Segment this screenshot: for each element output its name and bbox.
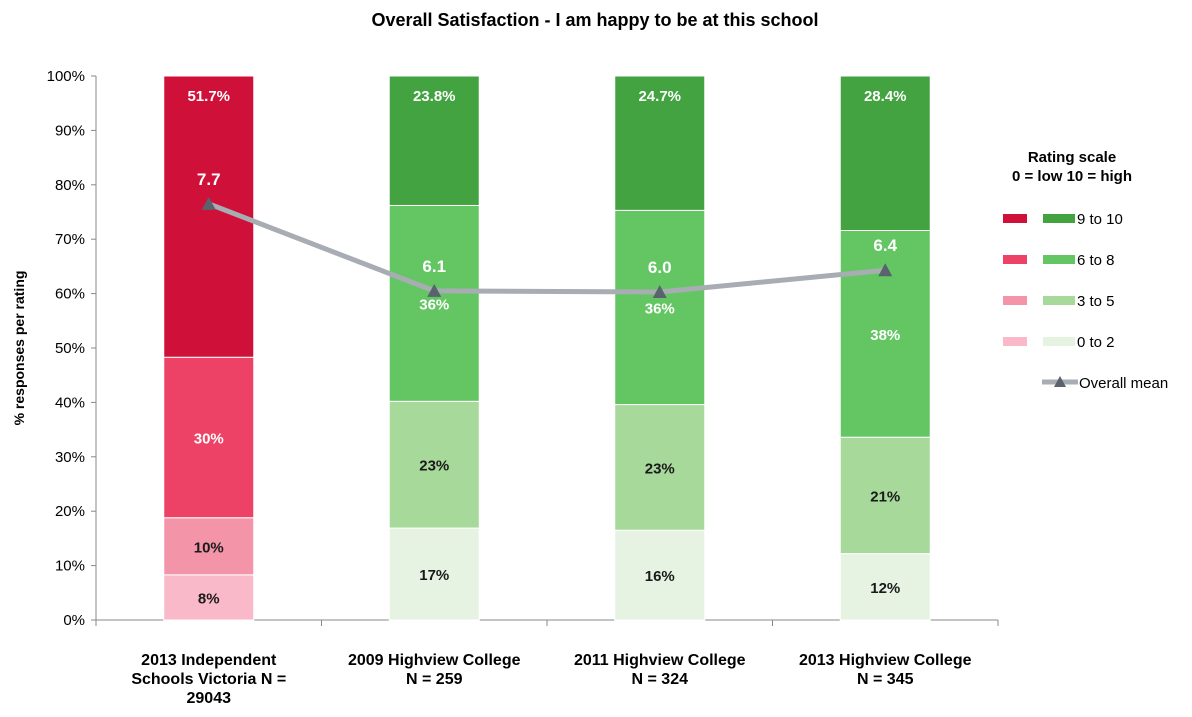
mean-marker xyxy=(427,283,442,297)
data-label: 12% xyxy=(870,580,900,597)
legend-label: 9 to 10 xyxy=(1077,211,1123,228)
legend-label: 6 to 8 xyxy=(1077,252,1115,269)
y-tick-label: 80% xyxy=(55,177,85,194)
data-label: 36% xyxy=(645,300,675,317)
y-tick-label: 20% xyxy=(55,503,85,520)
data-label: 23% xyxy=(419,458,449,475)
mean-marker xyxy=(878,263,893,277)
legend-mean-marker xyxy=(1054,376,1066,387)
data-label: 10% xyxy=(194,539,224,556)
bar-segment xyxy=(839,553,931,621)
legend-mean-label: Overall mean xyxy=(1079,375,1168,392)
data-label: 23.8% xyxy=(413,88,456,105)
bar-segment xyxy=(839,436,931,555)
y-tick-label: 70% xyxy=(55,231,85,248)
data-label: 16% xyxy=(645,568,675,585)
y-tick-label: 40% xyxy=(55,394,85,411)
x-axis-labels: 2013 Independent Schools Victoria N = 2904… xyxy=(131,652,971,707)
data-label: 51.7% xyxy=(187,88,230,105)
bar-segment xyxy=(614,529,706,621)
legend-title: 0 = low 10 = high xyxy=(1012,168,1132,185)
bar-segment xyxy=(163,574,255,621)
x-category-label: Schools Victoria N = xyxy=(131,671,286,688)
bar-segment xyxy=(163,517,255,576)
legend-swatch-red xyxy=(1003,296,1027,305)
legend-label: 0 to 2 xyxy=(1077,334,1115,351)
y-tick-label: 50% xyxy=(55,340,85,357)
legend-title: Rating scale xyxy=(1028,149,1116,166)
legend-label: 3 to 5 xyxy=(1077,293,1115,310)
data-label: 24.7% xyxy=(638,88,681,105)
legend: Rating scale 0 = low 10 = high 9 to 10 6 to… xyxy=(1003,149,1168,392)
y-axis-title: % responses per rating xyxy=(11,271,27,426)
bar-segment xyxy=(163,356,255,519)
bar-segment xyxy=(388,400,480,529)
y-tick-label: 10% xyxy=(55,558,85,575)
data-label: 8% xyxy=(198,590,220,607)
x-category-label: N = 259 xyxy=(406,671,463,688)
y-tick-label: 30% xyxy=(55,449,85,466)
mean-label: 7.7 xyxy=(197,170,221,189)
mean-label: 6.1 xyxy=(422,257,446,276)
bar-segment xyxy=(388,75,480,206)
x-category-label: 2013 Independent xyxy=(141,652,277,669)
mean-line-group: 7.7 6.1 6.0 6.4 xyxy=(197,170,898,298)
axes: 0% 10% 20% 30% 40% 50% 60% 70% 80% 90% 100% xyxy=(47,68,999,629)
data-label: 28.4% xyxy=(864,88,907,105)
data-label: 30% xyxy=(194,430,224,447)
bars: 8% 10% 30% 51.7% 17% 23% 36% 23.8% 16% 23% 36% 24.7… xyxy=(163,75,931,621)
mean-marker xyxy=(652,284,667,298)
mean-marker xyxy=(201,196,216,210)
bar-segment xyxy=(839,75,931,231)
legend-swatch-green xyxy=(1043,337,1075,346)
bar-segment xyxy=(614,75,706,211)
legend-swatch-green xyxy=(1043,255,1075,264)
data-label: 17% xyxy=(419,567,449,584)
x-category-label: N = 345 xyxy=(857,671,914,688)
x-category-label: 2009 Highview College xyxy=(348,652,521,669)
legend-swatch-green xyxy=(1043,214,1075,223)
mean-line xyxy=(207,201,886,295)
y-tick-label: 60% xyxy=(55,286,85,303)
data-label: 38% xyxy=(870,327,900,344)
bar-segment xyxy=(614,404,706,531)
bar-segment xyxy=(388,204,480,402)
mean-label: 6.4 xyxy=(873,236,897,255)
y-tick-label: 0% xyxy=(63,612,85,629)
x-category-label: 2011 Highview College xyxy=(574,652,746,669)
legend-swatch-red xyxy=(1003,337,1027,346)
y-tick-label: 100% xyxy=(47,68,85,85)
x-category-label: 29043 xyxy=(187,690,232,707)
mean-label: 6.0 xyxy=(648,258,672,277)
chart-title: Overall Satisfaction - I am happy to be … xyxy=(371,10,818,30)
data-label: 36% xyxy=(419,296,449,313)
data-label: 21% xyxy=(870,488,900,505)
x-category-label: N = 324 xyxy=(632,671,689,688)
legend-swatch-red xyxy=(1003,255,1027,264)
legend-swatch-green xyxy=(1043,296,1075,305)
bar-segment xyxy=(388,527,480,621)
legend-swatch-red xyxy=(1003,214,1027,223)
y-tick-label: 90% xyxy=(55,122,85,139)
data-label: 23% xyxy=(645,460,675,477)
x-category-label: 2013 Highview College xyxy=(799,652,972,669)
